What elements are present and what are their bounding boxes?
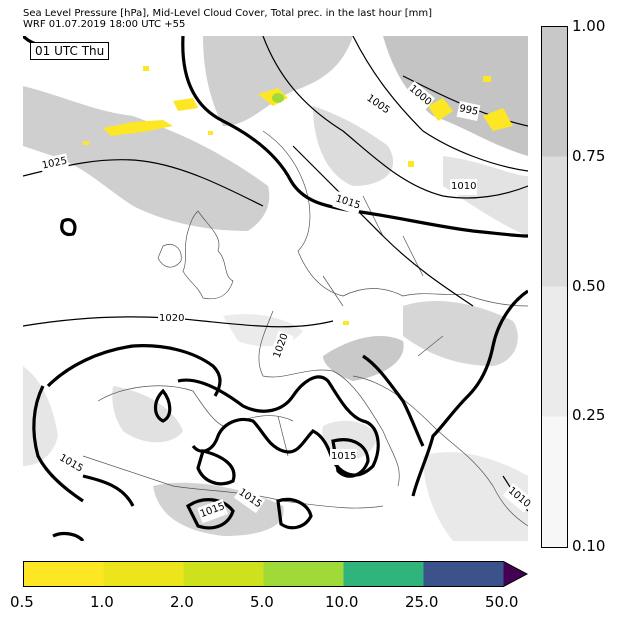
title-line-2: WRF 01.07.2019 18:00 UTC +55 <box>23 19 186 30</box>
precip-colorbar-segment <box>103 561 184 587</box>
cloud-colorbar-segment <box>541 286 568 417</box>
weather-map <box>23 36 528 541</box>
cloud-colorbar-segment <box>541 26 568 157</box>
cloud-colorbar-segment <box>541 416 568 548</box>
precip-colorbar-segment <box>23 561 104 587</box>
coastlines <box>82 130 528 527</box>
cloud-colorbar-tick: 1.00 <box>572 17 606 35</box>
isobar-label: 1015 <box>330 449 358 465</box>
cloud-colorbar-segment <box>541 156 568 287</box>
cloud-cover-layer <box>23 36 528 541</box>
precip-colorbar-tick: 10.0 <box>325 593 359 611</box>
valid-time-label: 01 UTC Thu <box>30 42 110 60</box>
precip-colorbar-segment <box>343 561 424 587</box>
precip-colorbar-tick: 1.0 <box>90 593 114 611</box>
precip-colorbar-tick: 2.0 <box>170 593 194 611</box>
cloud-colorbar <box>541 26 568 548</box>
precip-colorbar-tick: 50.0 <box>485 593 519 611</box>
cloud-colorbar-tick: 0.25 <box>572 406 606 424</box>
isobar-1015-thick <box>23 36 528 541</box>
precip-colorbar-tick: 25.0 <box>405 593 439 611</box>
precip-colorbar-segment <box>423 561 504 587</box>
isobar-label: 1020 <box>158 311 186 327</box>
precip-colorbar-segment <box>263 561 344 587</box>
cloud-colorbar-tick: 0.50 <box>572 277 606 295</box>
precip-colorbar <box>23 561 529 587</box>
precip-colorbar-segment <box>183 561 264 587</box>
cloud-colorbar-tick: 0.75 <box>572 147 606 165</box>
precip-colorbar-tick: 5.0 <box>250 593 274 611</box>
isobar-label: 1010 <box>450 179 478 195</box>
precip-colorbar-extend-arrow <box>503 561 527 587</box>
precipitation-layer <box>83 66 513 325</box>
precip-colorbar-tick: 0.5 <box>10 593 34 611</box>
cloud-colorbar-tick: 0.10 <box>572 537 606 555</box>
title-line-1: Sea Level Pressure [hPa], Mid-Level Clou… <box>23 8 433 19</box>
